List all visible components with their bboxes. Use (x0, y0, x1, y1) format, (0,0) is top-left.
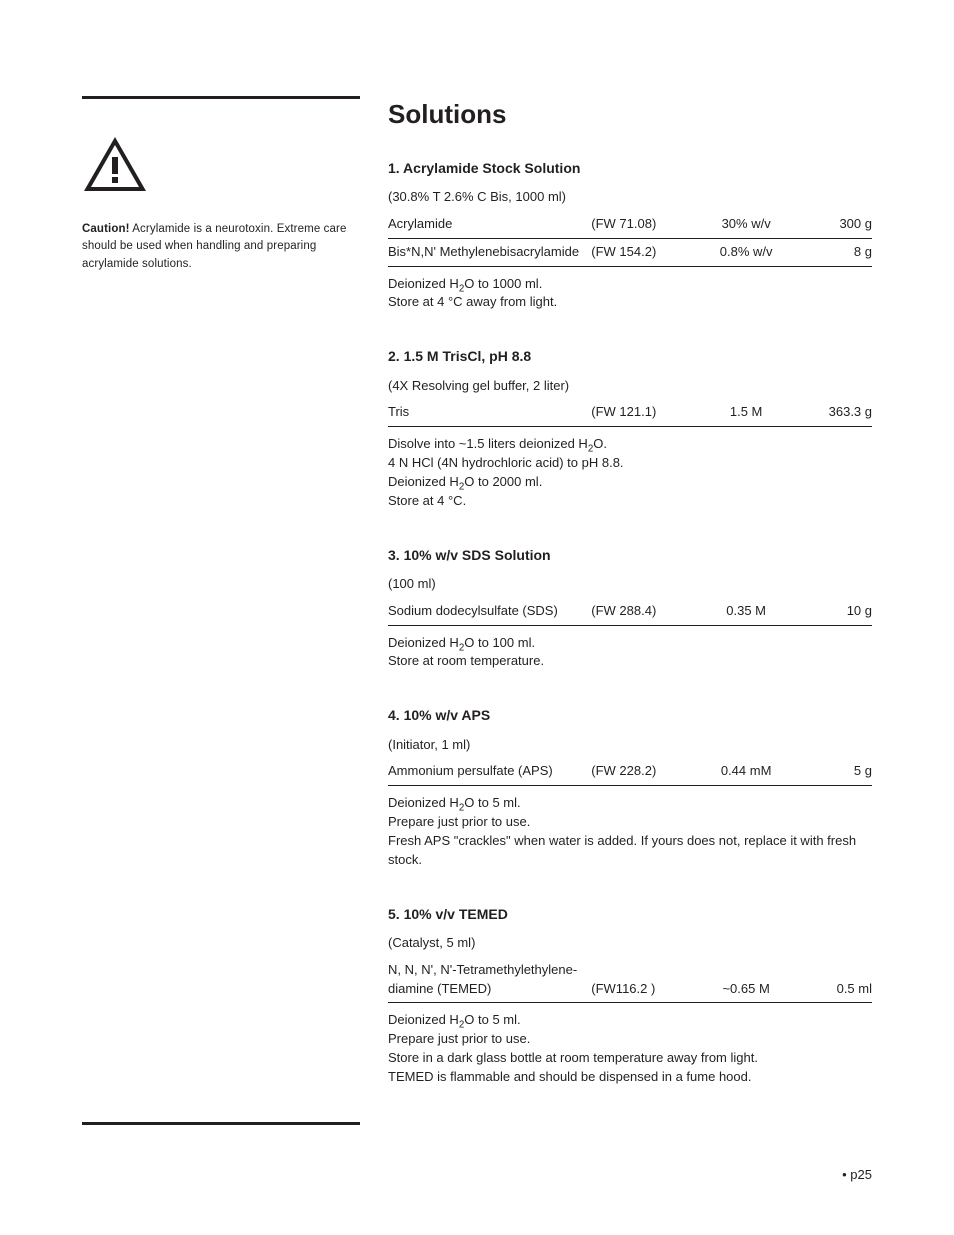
note-line: TEMED is flammable and should be dispens… (388, 1068, 872, 1087)
note-line: Store at room temperature. (388, 652, 872, 671)
sidebar: Caution! Acrylamide is a neurotoxin. Ext… (82, 96, 360, 1121)
table-row: Bis*N,N' Methylenebisacrylamide(FW 154.2… (388, 238, 872, 266)
reagent-name: Sodium dodecylsulfate (SDS) (388, 602, 591, 625)
formula-weight: (FW 228.2) (591, 762, 697, 785)
table-row: Acrylamide(FW 71.08)30% w/v300 g (388, 215, 872, 238)
table-row: N, N, N', N'-Tetramethylethylene-diamine… (388, 961, 872, 1003)
note-line: Deionized H2O to 1000 ml. (388, 275, 872, 294)
concentration: 0.35 M (698, 602, 795, 625)
section-heading: 3. 10% w/v SDS Solution (388, 545, 872, 565)
concentration: 0.44 mM (698, 762, 795, 785)
reagent-name: Acrylamide (388, 215, 591, 238)
section-subtitle: (Catalyst, 5 ml) (388, 934, 872, 953)
section-notes: Deionized H2O to 5 ml.Prepare just prior… (388, 794, 872, 869)
recipe-table: Sodium dodecylsulfate (SDS)(FW 288.4)0.3… (388, 602, 872, 626)
page-title: Solutions (388, 96, 872, 134)
formula-weight: (FW 288.4) (591, 602, 697, 625)
table-row: Tris(FW 121.1)1.5 M363.3 g (388, 403, 872, 426)
amount: 0.5 ml (795, 961, 872, 1003)
section-subtitle: (30.8% T 2.6% C Bis, 1000 ml) (388, 188, 872, 207)
solution-section: 1. Acrylamide Stock Solution (30.8% T 2.6… (388, 158, 872, 313)
amount: 300 g (795, 215, 872, 238)
note-line: Prepare just prior to use. (388, 1030, 872, 1049)
section-heading: 4. 10% w/v APS (388, 705, 872, 725)
reagent-name: Tris (388, 403, 591, 426)
solution-section: 5. 10% v/v TEMED (Catalyst, 5 ml) N, N, N'… (388, 904, 872, 1087)
concentration: 0.8% w/v (698, 238, 795, 266)
amount: 363.3 g (795, 403, 872, 426)
amount: 10 g (795, 602, 872, 625)
section-notes: Deionized H2O to 1000 ml.Store at 4 °C a… (388, 275, 872, 313)
solution-section: 2. 1.5 M TrisCl, pH 8.8 (4X Resolving gel… (388, 346, 872, 510)
top-rule (82, 96, 360, 99)
footer-rule (82, 1122, 360, 1125)
section-heading: 1. Acrylamide Stock Solution (388, 158, 872, 178)
section-notes: Deionized H2O to 5 ml.Prepare just prior… (388, 1011, 872, 1086)
amount: 5 g (795, 762, 872, 785)
warning-icon (82, 135, 360, 193)
amount: 8 g (795, 238, 872, 266)
note-line: Prepare just prior to use. (388, 813, 872, 832)
page-number: • p25 (842, 1166, 872, 1185)
note-line: Fresh APS "crackles" when water is added… (388, 832, 872, 870)
section-notes: Disolve into ~1.5 liters deionized H2O.4… (388, 435, 872, 510)
solution-section: 4. 10% w/v APS (Initiator, 1 ml) Ammonium … (388, 705, 872, 869)
recipe-table: Ammonium persulfate (APS)(FW 228.2)0.44 … (388, 762, 872, 786)
table-row: Sodium dodecylsulfate (SDS)(FW 288.4)0.3… (388, 602, 872, 625)
formula-weight: (FW 154.2) (591, 238, 697, 266)
solution-section: 3. 10% w/v SDS Solution (100 ml) Sodium do… (388, 545, 872, 672)
note-line: Store at 4 °C. (388, 492, 872, 511)
note-line: Deionized H2O to 100 ml. (388, 634, 872, 653)
caution-text: Caution! Acrylamide is a neurotoxin. Ext… (82, 221, 360, 273)
section-subtitle: (4X Resolving gel buffer, 2 liter) (388, 377, 872, 396)
formula-weight: (FW 71.08) (591, 215, 697, 238)
section-subtitle: (Initiator, 1 ml) (388, 736, 872, 755)
main-content: Solutions 1. Acrylamide Stock Solution (3… (388, 96, 872, 1121)
formula-weight: (FW 121.1) (591, 403, 697, 426)
section-notes: Deionized H2O to 100 ml.Store at room te… (388, 634, 872, 672)
table-row: Ammonium persulfate (APS)(FW 228.2)0.44 … (388, 762, 872, 785)
note-line: 4 N HCl (4N hydrochloric acid) to pH 8.8… (388, 454, 872, 473)
note-line: Store in a dark glass bottle at room tem… (388, 1049, 872, 1068)
note-line: Deionized H2O to 2000 ml. (388, 473, 872, 492)
reagent-name: N, N, N', N'-Tetramethylethylene-diamine… (388, 961, 591, 1003)
concentration: 30% w/v (698, 215, 795, 238)
recipe-table: Acrylamide(FW 71.08)30% w/v300 gBis*N,N'… (388, 215, 872, 267)
note-line: Deionized H2O to 5 ml. (388, 794, 872, 813)
note-line: Disolve into ~1.5 liters deionized H2O. (388, 435, 872, 454)
section-heading: 2. 1.5 M TrisCl, pH 8.8 (388, 346, 872, 366)
note-line: Deionized H2O to 5 ml. (388, 1011, 872, 1030)
recipe-table: Tris(FW 121.1)1.5 M363.3 g (388, 403, 872, 427)
formula-weight: (FW116.2 ) (591, 961, 697, 1003)
section-heading: 5. 10% v/v TEMED (388, 904, 872, 924)
caution-label: Caution! (82, 223, 130, 235)
concentration: 1.5 M (698, 403, 795, 426)
reagent-name: Bis*N,N' Methylenebisacrylamide (388, 238, 591, 266)
section-subtitle: (100 ml) (388, 575, 872, 594)
reagent-name: Ammonium persulfate (APS) (388, 762, 591, 785)
concentration: ~0.65 M (698, 961, 795, 1003)
note-line: Store at 4 °C away from light. (388, 293, 872, 312)
recipe-table: N, N, N', N'-Tetramethylethylene-diamine… (388, 961, 872, 1004)
